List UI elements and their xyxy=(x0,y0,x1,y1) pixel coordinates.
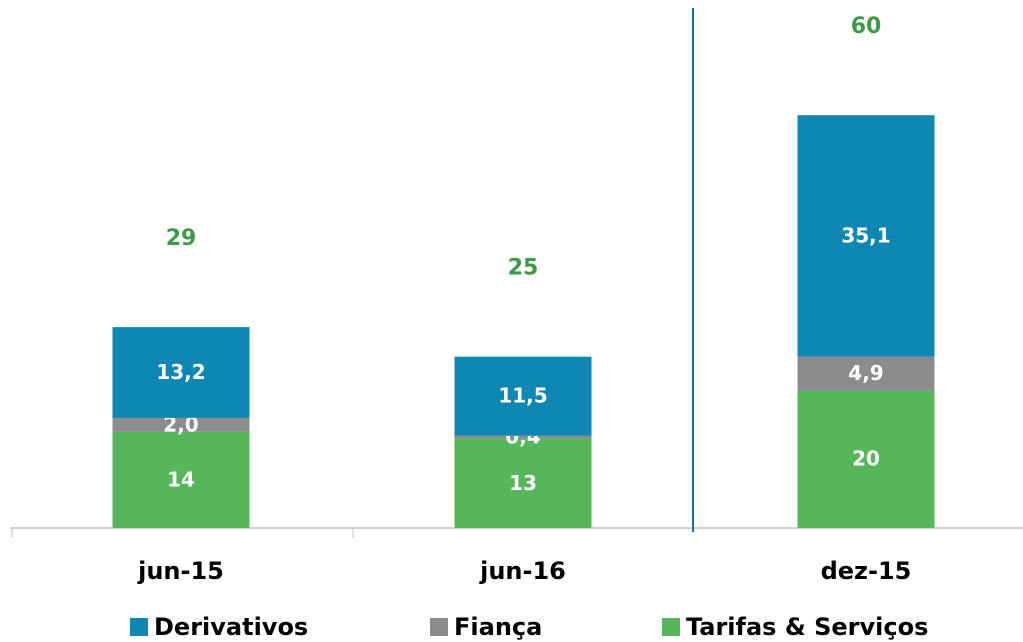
legend-swatch xyxy=(130,618,148,636)
legend-swatch xyxy=(430,618,448,636)
legend-label: Fiança xyxy=(454,613,542,641)
value-label: 4,9 xyxy=(848,361,883,385)
legend-swatch xyxy=(662,618,680,636)
legend-label: Tarifas & Serviços xyxy=(686,613,928,641)
legend-label: Derivativos xyxy=(154,613,308,641)
value-label: 13 xyxy=(509,471,537,495)
total-label: 25 xyxy=(508,256,539,281)
bar-segment xyxy=(454,435,592,439)
x-tick-label: jun-16 xyxy=(479,557,566,585)
value-label: 14 xyxy=(167,467,195,491)
bar-segment xyxy=(454,356,592,436)
x-tick-label: dez-15 xyxy=(821,557,912,585)
bar-segment xyxy=(112,431,250,528)
value-label: 13,2 xyxy=(156,360,205,384)
bar-segment xyxy=(797,390,935,528)
bar-segment xyxy=(797,356,935,391)
total-label: 29 xyxy=(166,226,197,251)
value-label: 35,1 xyxy=(841,223,890,247)
total-label: 60 xyxy=(851,14,882,39)
bar-segment xyxy=(112,327,250,418)
x-tick-label: jun-15 xyxy=(137,557,224,585)
value-label: 20 xyxy=(852,447,880,471)
bar-segment xyxy=(112,417,250,432)
bar-segment xyxy=(454,438,592,528)
value-label: 11,5 xyxy=(498,384,547,408)
bar-segment xyxy=(797,115,935,357)
